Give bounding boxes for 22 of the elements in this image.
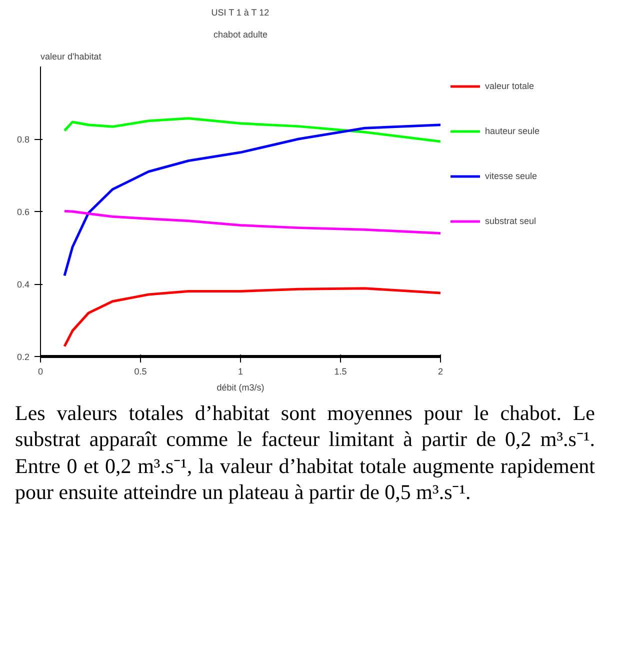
x-tick-label: 0 [38, 366, 44, 376]
x-tick-label: 1.5 [334, 366, 347, 376]
y-tick-label: 0.8 [16, 134, 30, 144]
text: Les valeurs totales d’habitat sont moyennes pour le chabot. Le substrat apparaît comme le facteur limitant à partir de 0,2 m³.s⁻¹. Entre 0 et 0,2 m³.s⁻¹, la valeur d’habitat totale augmente rapidement pour ensuite atteindre un plateau à partir de 0,5 m³.s⁻¹. [15, 400, 595, 505]
y-tick-label: 0.6 [16, 207, 30, 217]
y-axis-title: valeur d'habitat [40, 52, 102, 62]
line-series [63, 117, 440, 143]
legend-label: substrat seul [485, 216, 538, 226]
y-tick-label: 0.4 [16, 280, 30, 290]
legend-label: valeur totale [485, 81, 536, 91]
legend-label: vitesse seule [485, 171, 538, 181]
chart-title: USI T 1 à T 12 [211, 8, 270, 18]
line-series [63, 124, 440, 277]
x-tick-label: 0.5 [134, 366, 147, 376]
line-series [63, 210, 440, 234]
legend-label: hauteur seule [485, 126, 541, 136]
chart-subtitle: chabot adulte [213, 30, 268, 40]
x-tick-label: 2 [438, 366, 444, 376]
line-series [63, 287, 440, 348]
y-tick-label: 0.2 [16, 352, 30, 362]
x-axis-title: débit (m3/s) [216, 382, 264, 392]
x-tick-label: 1 [238, 366, 244, 376]
